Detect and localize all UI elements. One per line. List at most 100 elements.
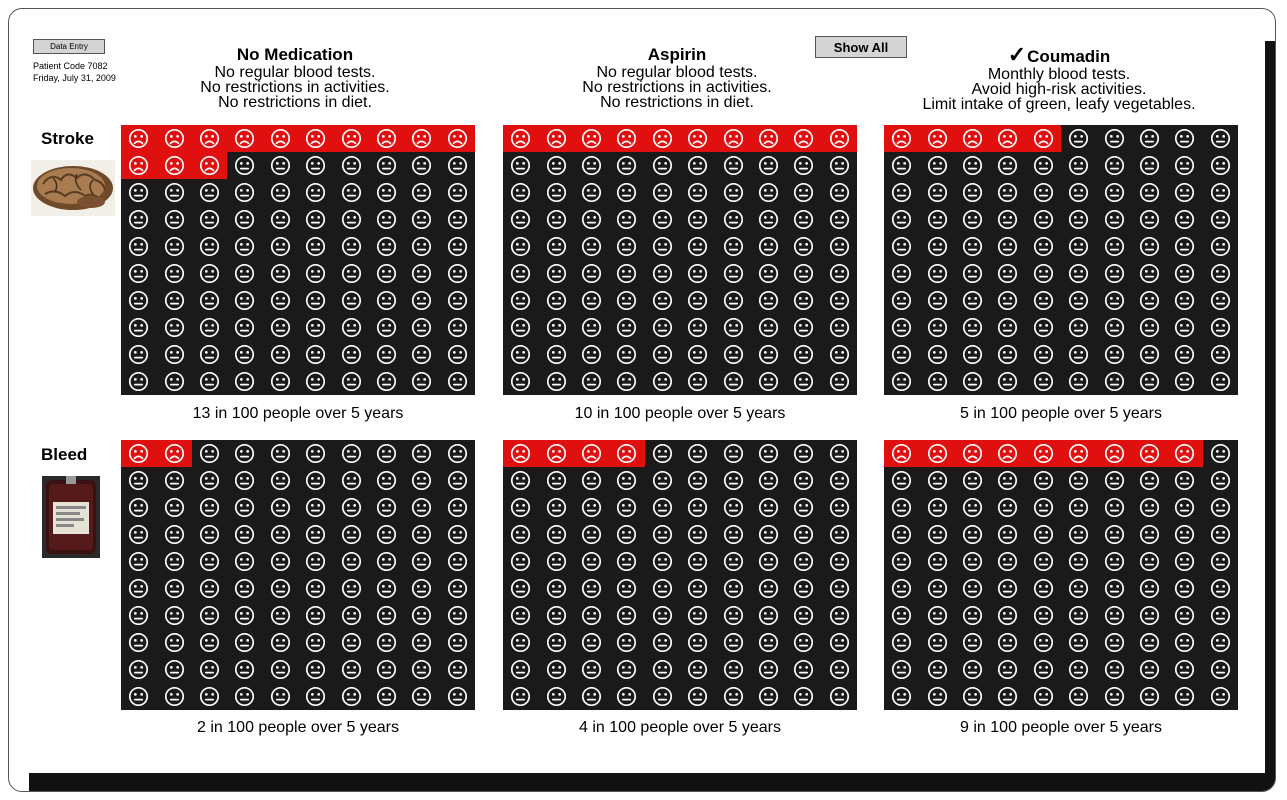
neutral-face-icon — [376, 344, 397, 365]
frown-face-icon — [829, 128, 849, 149]
neutral-face-icon — [794, 470, 814, 491]
neutral-face-icon — [412, 605, 432, 626]
unaffected-person-cell — [1203, 629, 1238, 656]
unaffected-person-cell — [192, 368, 227, 395]
neutral-face-icon — [927, 605, 947, 626]
neutral-face-icon — [341, 371, 361, 392]
neutral-face-icon — [1139, 290, 1160, 311]
neutral-face-icon — [1033, 578, 1053, 599]
unaffected-person-cell — [1203, 287, 1238, 314]
neutral-face-icon — [1210, 632, 1230, 653]
unaffected-person-cell — [1096, 314, 1131, 341]
neutral-face-icon — [199, 686, 220, 707]
unaffected-person-cell — [538, 683, 573, 710]
unaffected-person-cell — [156, 683, 191, 710]
unaffected-person-cell — [919, 629, 954, 656]
unaffected-person-cell — [440, 467, 475, 494]
neutral-face-icon — [892, 209, 912, 230]
frown-face-icon — [758, 128, 779, 149]
unaffected-person-cell — [121, 179, 156, 206]
unaffected-person-cell — [1132, 287, 1167, 314]
neutral-face-icon — [723, 290, 743, 311]
unaffected-person-cell — [919, 152, 954, 179]
neutral-face-icon — [1210, 155, 1230, 176]
unaffected-person-cell — [955, 521, 990, 548]
unaffected-person-cell — [1026, 467, 1061, 494]
neutral-face-icon — [758, 317, 779, 338]
neutral-face-icon — [270, 209, 290, 230]
unaffected-person-cell — [121, 629, 156, 656]
unaffected-person-cell — [263, 314, 298, 341]
unaffected-person-cell — [786, 206, 821, 233]
data-entry-button[interactable]: Data Entry — [33, 39, 105, 54]
unaffected-person-cell — [955, 260, 990, 287]
neutral-face-icon — [962, 659, 983, 680]
column-header-aspirin[interactable]: Aspirin No regular blood tests. No restr… — [487, 45, 867, 111]
column-header-no-medication[interactable]: No Medication No regular blood tests. No… — [105, 45, 485, 111]
unaffected-person-cell — [121, 314, 156, 341]
unaffected-person-cell — [680, 575, 715, 602]
neutral-face-icon — [617, 605, 637, 626]
unaffected-person-cell — [333, 341, 368, 368]
neutral-face-icon — [794, 155, 814, 176]
neutral-face-icon — [341, 236, 361, 257]
neutral-face-icon — [581, 236, 602, 257]
unaffected-person-cell — [822, 521, 857, 548]
unaffected-person-cell — [955, 179, 990, 206]
unaffected-person-cell — [1061, 548, 1096, 575]
unaffected-person-cell — [503, 260, 538, 287]
unaffected-person-cell — [538, 368, 573, 395]
neutral-face-icon — [546, 659, 566, 680]
neutral-face-icon — [1069, 632, 1089, 653]
unaffected-person-cell — [715, 260, 750, 287]
column-header-coumadin[interactable]: ✓Coumadin Monthly blood tests. Avoid hig… — [869, 44, 1249, 113]
neutral-face-icon — [962, 182, 983, 203]
unaffected-person-cell — [645, 683, 680, 710]
neutral-face-icon — [1069, 182, 1089, 203]
show-all-button[interactable]: Show All — [815, 36, 907, 58]
neutral-face-icon — [758, 182, 779, 203]
neutral-face-icon — [164, 605, 184, 626]
unaffected-person-cell — [1203, 467, 1238, 494]
unaffected-person-cell — [1167, 656, 1202, 683]
neutral-face-icon — [376, 632, 397, 653]
neutral-face-icon — [1033, 290, 1053, 311]
neutral-face-icon — [962, 236, 983, 257]
affected-person-cell — [715, 125, 751, 152]
neutral-face-icon — [1069, 155, 1089, 176]
unaffected-person-cell — [298, 683, 333, 710]
neutral-face-icon — [511, 659, 531, 680]
unaffected-person-cell — [333, 440, 368, 467]
neutral-face-icon — [688, 551, 708, 572]
unaffected-person-cell — [227, 467, 262, 494]
neutral-face-icon — [546, 371, 566, 392]
neutral-face-icon — [998, 155, 1018, 176]
unaffected-person-cell — [1026, 260, 1061, 287]
neutral-face-icon — [306, 236, 326, 257]
frown-face-icon — [1069, 443, 1089, 464]
unaffected-person-cell — [156, 233, 191, 260]
neutral-face-icon — [1104, 524, 1124, 545]
neutral-face-icon — [962, 371, 983, 392]
unaffected-person-cell — [263, 548, 298, 575]
neutral-face-icon — [998, 263, 1018, 284]
risk-caption: 10 in 100 people over 5 years — [574, 405, 786, 422]
unaffected-person-cell — [298, 467, 333, 494]
neutral-face-icon — [306, 263, 326, 284]
unaffected-person-cell — [751, 179, 786, 206]
unaffected-person-cell — [156, 521, 191, 548]
unaffected-person-cell — [645, 575, 680, 602]
neutral-face-icon — [723, 236, 743, 257]
risk-caption: 9 in 100 people over 5 years — [960, 719, 1162, 736]
neutral-face-icon — [1069, 470, 1089, 491]
neutral-face-icon — [270, 551, 290, 572]
neutral-face-icon — [794, 344, 814, 365]
neutral-face-icon — [1033, 686, 1053, 707]
unaffected-person-cell — [121, 602, 156, 629]
neutral-face-icon — [546, 209, 566, 230]
unaffected-person-cell — [919, 467, 954, 494]
neutral-face-icon — [927, 344, 947, 365]
neutral-face-icon — [270, 236, 290, 257]
neutral-face-icon — [270, 659, 290, 680]
unaffected-person-cell — [955, 233, 990, 260]
